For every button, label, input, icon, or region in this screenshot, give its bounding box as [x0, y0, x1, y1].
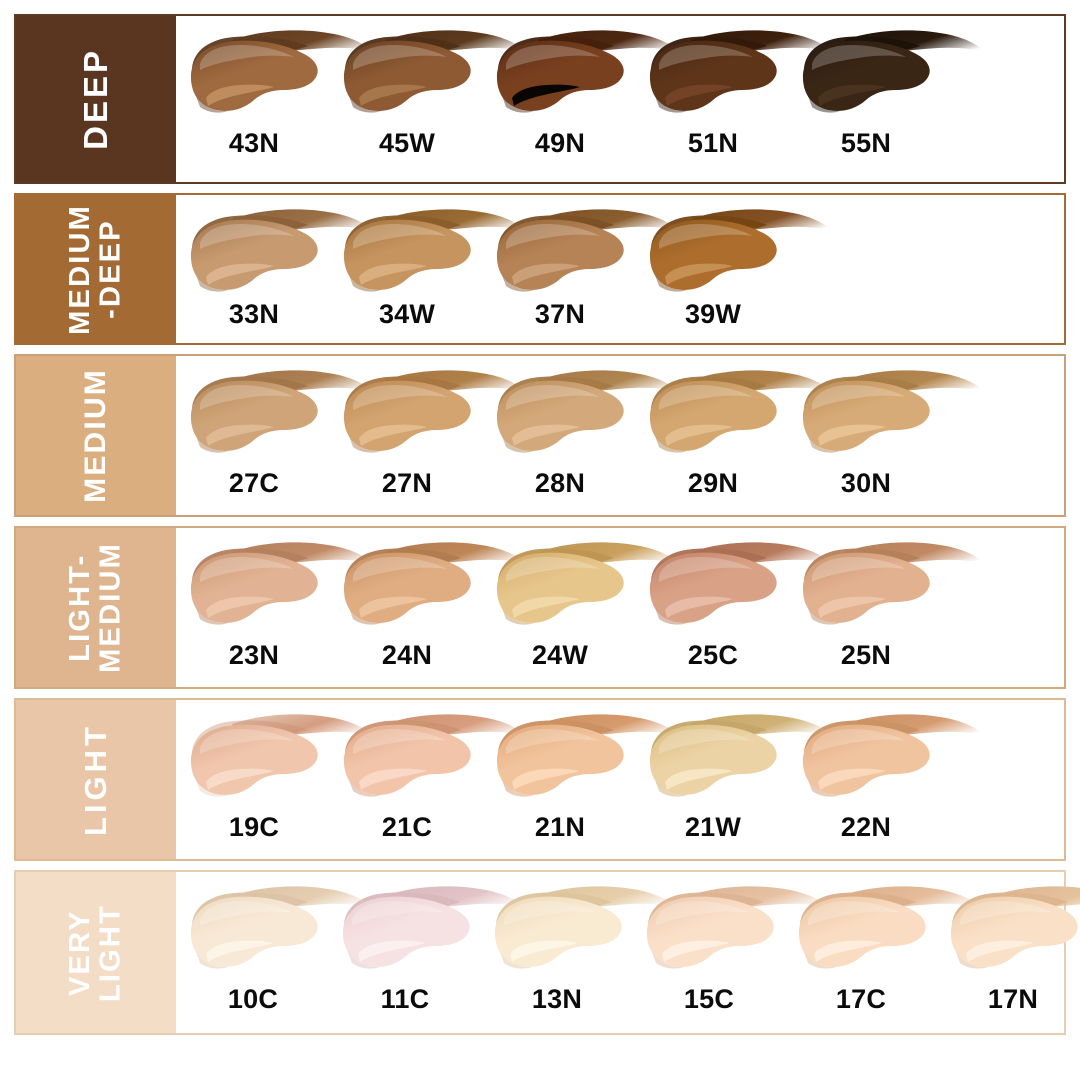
shade-swatch-cell[interactable]: 37N — [486, 195, 678, 343]
category-label: VERY LIGHT — [64, 903, 127, 1002]
shade-swatch-cell[interactable]: 22N — [792, 700, 984, 859]
category-label: MEDIUM -DEEP — [64, 203, 127, 335]
shade-row: VERY LIGHT 10C 11C 13N 15C 17C 17N — [14, 870, 1080, 1035]
shade-code-label: 15C — [683, 984, 735, 1014]
shade-swatch-cell[interactable]: 25N — [792, 528, 984, 687]
swatch-strip: 27C 27N 28N 29N 30N — [176, 356, 1064, 515]
shade-swatch-cell[interactable]: 21W — [639, 700, 831, 859]
shade-row: DEEP 43N 45W 49N 51N 55N — [14, 14, 1066, 184]
foundation-smear-icon — [796, 708, 991, 804]
category-band: DEEP — [16, 16, 176, 182]
shade-swatch-cell[interactable]: 17C — [788, 872, 980, 1033]
category-band: MEDIUM — [16, 356, 176, 515]
shade-code-label: 43N — [228, 128, 280, 158]
shade-code-label: 17N — [987, 984, 1039, 1014]
category-band: MEDIUM -DEEP — [16, 195, 176, 343]
shade-swatch-cell[interactable]: 39W — [639, 195, 831, 343]
swatch-strip: 33N 34W 37N 39W — [176, 195, 1064, 343]
shade-swatch-cell[interactable]: 34W — [333, 195, 525, 343]
shade-code-label: 37N — [534, 299, 586, 329]
shade-swatch-cell[interactable]: 45W — [333, 16, 525, 182]
category-band: LIGHT- MEDIUM — [16, 528, 176, 687]
shade-row: MEDIUM -DEEP 33N 34W 37N 39W — [14, 193, 1066, 345]
category-band: LIGHT — [16, 700, 176, 859]
foundation-smear-icon — [944, 880, 1080, 976]
shade-code-label: 39W — [684, 299, 742, 329]
shade-code-label: 28N — [534, 468, 586, 498]
foundation-smear-icon — [796, 536, 991, 632]
shade-code-label: 23N — [228, 640, 280, 670]
shade-code-label: 25N — [840, 640, 892, 670]
shade-swatch-cell[interactable]: 55N — [792, 16, 984, 182]
shade-swatch-cell[interactable]: 24W — [486, 528, 678, 687]
shade-code-label: 22N — [840, 812, 892, 842]
shade-code-label: 24N — [381, 640, 433, 670]
shade-code-label: 45W — [378, 128, 436, 158]
shade-code-label: 10C — [227, 984, 279, 1014]
shade-code-label: 11C — [380, 984, 430, 1014]
shade-code-label: 24W — [531, 640, 589, 670]
shade-row: MEDIUM 27C 27N 28N 29N 30N — [14, 354, 1066, 517]
shade-code-label: 27C — [228, 468, 280, 498]
shade-swatch-cell[interactable]: 27N — [333, 356, 525, 515]
shade-swatch-cell[interactable]: 30N — [792, 356, 984, 515]
shade-code-label: 30N — [840, 468, 892, 498]
category-label: LIGHT- MEDIUM — [64, 542, 127, 673]
category-label: DEEP — [76, 48, 114, 150]
shade-swatch-cell[interactable]: 43N — [180, 16, 372, 182]
shade-code-label: 17C — [835, 984, 887, 1014]
shade-code-label: 21N — [534, 812, 586, 842]
shade-code-label: 25C — [687, 640, 739, 670]
shade-swatch-cell[interactable]: 33N — [180, 195, 372, 343]
shade-code-label: 19C — [228, 812, 280, 842]
shade-swatch-cell[interactable]: 13N — [484, 872, 676, 1033]
shade-swatch-cell[interactable]: 24N — [333, 528, 525, 687]
shade-code-label: 21C — [381, 812, 433, 842]
shade-swatch-cell[interactable]: 11C — [332, 872, 524, 1033]
shade-code-label: 29N — [687, 468, 739, 498]
shade-swatch-cell[interactable]: 49N — [486, 16, 678, 182]
category-band: VERY LIGHT — [16, 872, 176, 1033]
shade-swatch-cell[interactable]: 15C — [636, 872, 828, 1033]
shade-swatch-cell[interactable]: 28N — [486, 356, 678, 515]
shade-swatch-cell[interactable]: 27C — [180, 356, 372, 515]
shade-code-label: 51N — [687, 128, 739, 158]
swatch-strip: 23N 24N 24W 25C 25N — [176, 528, 1064, 687]
shade-row: LIGHT- MEDIUM 23N 24N 24W 25C 25N — [14, 526, 1066, 689]
shade-swatch-cell[interactable]: 19C — [180, 700, 372, 859]
swatch-strip: 19C 21C 21N 21W 22N — [176, 700, 1064, 859]
swatch-strip: 43N 45W 49N 51N 55N — [176, 16, 1064, 182]
shade-row: LIGHT 19C 21C 21N 21W 22N — [14, 698, 1066, 861]
foundation-smear-icon — [643, 203, 838, 299]
shade-swatch-cell[interactable]: 21N — [486, 700, 678, 859]
shade-code-label: 49N — [534, 128, 586, 158]
shade-swatch-cell[interactable]: 10C — [180, 872, 372, 1033]
category-label: LIGHT — [77, 723, 113, 836]
shade-code-label: 34W — [378, 299, 436, 329]
foundation-smear-icon — [796, 364, 991, 460]
shade-swatch-cell[interactable]: 21C — [333, 700, 525, 859]
shade-code-label: 27N — [381, 468, 433, 498]
shade-code-label: 55N — [840, 128, 892, 158]
shade-code-label: 21W — [684, 812, 742, 842]
shade-swatch-cell[interactable]: 25C — [639, 528, 831, 687]
shade-code-label: 13N — [531, 984, 583, 1014]
swatch-strip: 10C 11C 13N 15C 17C 17N — [176, 872, 1080, 1033]
foundation-smear-icon — [796, 24, 991, 120]
shade-code-label: 33N — [228, 299, 280, 329]
shade-swatch-cell[interactable]: 51N — [639, 16, 831, 182]
shade-swatch-cell[interactable]: 17N — [940, 872, 1080, 1033]
shade-swatch-cell[interactable]: 23N — [180, 528, 372, 687]
category-label: MEDIUM — [79, 368, 113, 503]
shade-swatch-cell[interactable]: 29N — [639, 356, 831, 515]
